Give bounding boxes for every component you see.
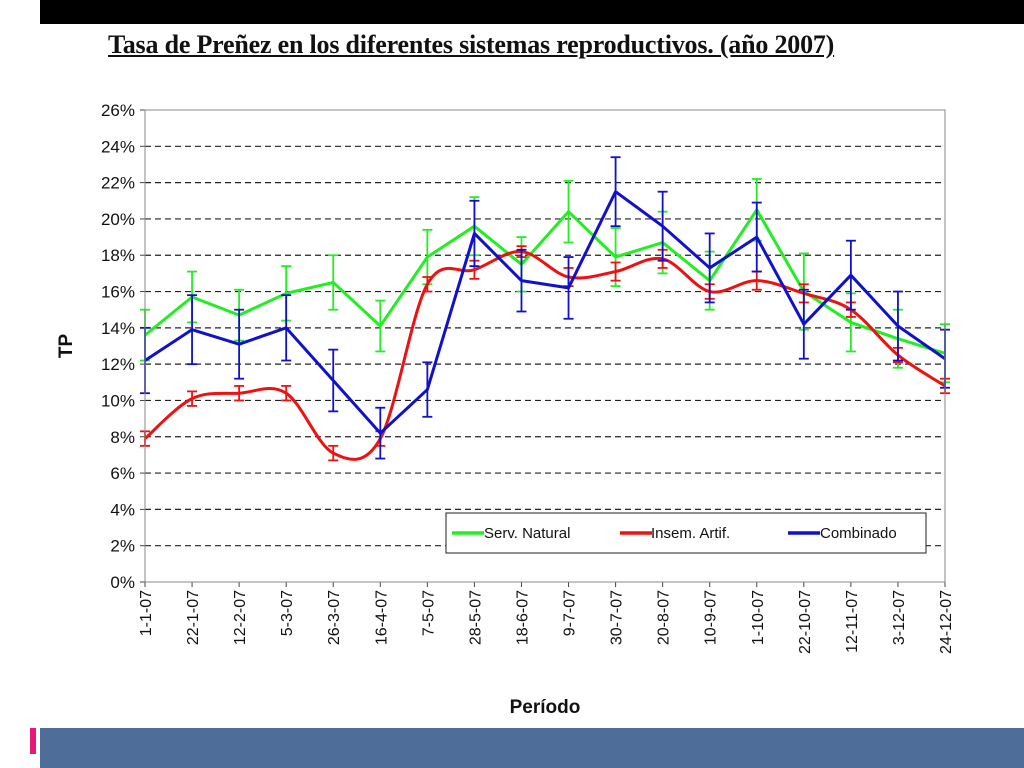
x-tick-label: 30-7-07 <box>609 590 626 645</box>
top-bar <box>40 0 1024 24</box>
y-tick-label: 26% <box>101 101 135 120</box>
y-tick-label: 0% <box>110 573 135 592</box>
x-tick-label: 5-3-07 <box>279 590 296 636</box>
error-bar <box>328 254 339 311</box>
series-layer <box>140 156 950 462</box>
y-tick-label: 12% <box>101 355 135 374</box>
x-tick-label: 3-12-07 <box>891 590 908 645</box>
y-tick-label: 18% <box>101 246 135 265</box>
series-insem-artif <box>140 245 950 462</box>
y-axis-title: TP <box>56 334 77 359</box>
x-tick-label: 1-1-07 <box>138 590 155 636</box>
error-bar <box>281 385 292 402</box>
bottom-bar <box>40 728 1024 768</box>
error-bar <box>422 361 433 418</box>
error-bar <box>281 294 292 362</box>
error-bar <box>234 385 245 402</box>
legend: Serv. Natural Insem. Artif. Combinado <box>445 512 927 554</box>
x-tick-label: 22-1-07 <box>185 590 202 645</box>
y-axis-ticks: 0% 2% 4% 6% 8% 10% 12% 14% 16% 18% 20% 22% 24% 26% <box>101 101 145 592</box>
y-tick-label: 6% <box>110 464 135 483</box>
plot-area-frame <box>144 109 946 583</box>
error-bar <box>657 190 668 262</box>
x-tick-label: 12-2-07 <box>232 590 249 645</box>
y-tick-label: 16% <box>101 283 135 302</box>
error-bar <box>187 390 198 407</box>
error-bar <box>704 232 715 304</box>
legend-label: Combinado <box>820 525 897 542</box>
y-tick-label: 4% <box>110 500 135 519</box>
x-tick-label: 28-5-07 <box>467 590 484 645</box>
x-tick-label: 10-9-07 <box>703 590 720 645</box>
error-bar <box>328 444 339 462</box>
legend-box <box>445 512 927 554</box>
y-tick-label: 24% <box>101 137 135 156</box>
accent-marker <box>30 728 36 754</box>
x-tick-label: 18-6-07 <box>514 590 531 645</box>
series-serv-natural <box>140 178 950 384</box>
error-bar <box>516 248 527 313</box>
error-bar <box>610 261 621 282</box>
legend-item: Insem. Artif. <box>620 525 730 542</box>
y-tick-label: 2% <box>110 537 135 556</box>
legend-item: Combinado <box>788 525 897 542</box>
x-tick-label: 7-5-07 <box>420 590 437 636</box>
y-tick-label: 8% <box>110 428 135 447</box>
error-bar <box>328 348 339 413</box>
x-tick-label: 26-3-07 <box>326 590 343 645</box>
error-bar <box>187 294 198 366</box>
legend-label: Insem. Artif. <box>651 525 730 542</box>
error-bar <box>375 406 386 460</box>
error-bar <box>610 156 621 228</box>
x-tick-label: 1-10-07 <box>750 590 767 645</box>
x-tick-label: 9-7-07 <box>562 590 579 636</box>
error-bar <box>234 308 245 380</box>
page-title: Tasa de Preñez en los diferentes sistema… <box>108 30 835 59</box>
error-bar <box>751 201 762 273</box>
error-bar <box>422 276 433 293</box>
x-tick-label: 22-10-07 <box>797 590 814 654</box>
error-bar <box>798 288 809 360</box>
error-bar <box>563 179 574 244</box>
error-bar <box>375 299 386 353</box>
x-tick-label: 16-4-07 <box>373 590 390 645</box>
y-tick-label: 14% <box>101 319 135 338</box>
y-tick-label: 10% <box>101 391 135 410</box>
error-bar <box>422 228 433 286</box>
series-line <box>144 250 946 461</box>
series-line <box>144 208 946 355</box>
legend-label: Serv. Natural <box>484 525 570 542</box>
x-axis-ticks: 1-1-07 22-1-07 12-2-07 5-3-07 26-3-07 16-4-07… <box>138 582 955 654</box>
error-bar <box>845 239 856 311</box>
x-axis-title: Período <box>510 697 581 718</box>
x-tick-label: 12-11-07 <box>844 590 861 653</box>
y-tick-label: 20% <box>101 210 135 229</box>
grid-lines <box>145 145 945 547</box>
series-combinado <box>140 156 950 460</box>
error-bar <box>892 290 903 362</box>
x-tick-label: 24-12-07 <box>938 590 955 654</box>
y-tick-label: 22% <box>101 174 135 193</box>
error-bar <box>469 199 480 268</box>
error-bar <box>563 256 574 320</box>
series-line <box>144 190 946 435</box>
legend-item: Serv. Natural <box>452 525 570 542</box>
x-tick-label: 20-8-07 <box>656 590 673 645</box>
